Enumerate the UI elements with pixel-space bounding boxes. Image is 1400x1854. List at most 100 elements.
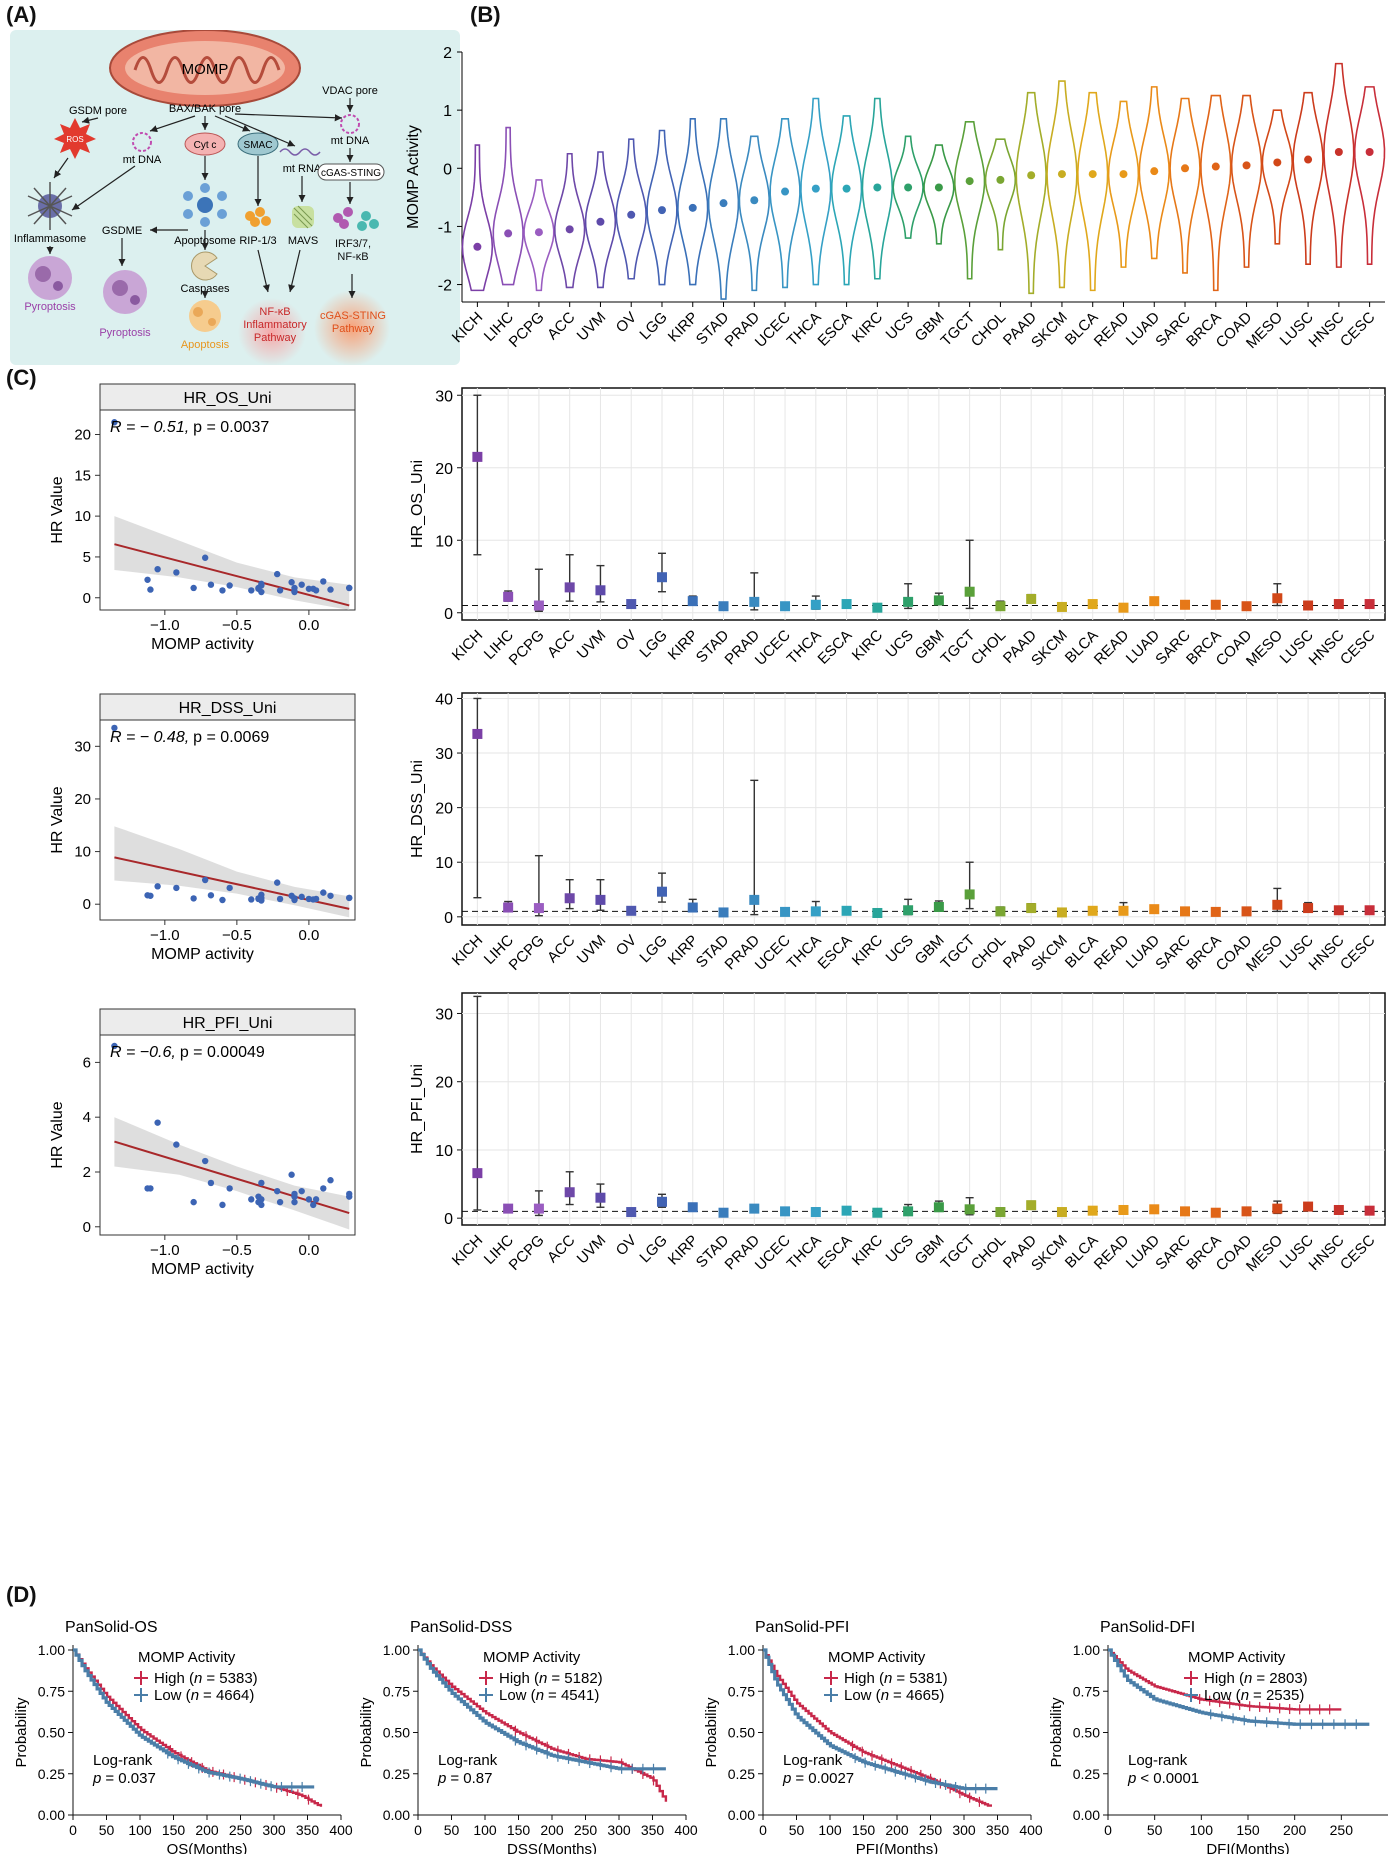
hr-marker	[626, 1207, 637, 1218]
violin-median-point	[1365, 148, 1374, 156]
violin-shape	[461, 144, 494, 292]
scatter-point	[274, 570, 281, 578]
y-tick-label: 0.75	[728, 1683, 755, 1699]
plot-frame	[461, 992, 1386, 1226]
x-tick-label: 250	[1330, 1822, 1354, 1838]
hr-marker	[1364, 599, 1375, 610]
hr-marker	[1333, 905, 1344, 916]
km-pfi: PanSolid-PFI 0.00 0.25 0.50 0.75 1.00 0 50 100 15…	[703, 1619, 1043, 1854]
violin-median-point	[1242, 161, 1251, 170]
violin-shape	[830, 115, 863, 286]
mtdna-left-icon	[132, 132, 152, 152]
km-title: PanSolid-OS	[65, 1619, 158, 1636]
scatter-point	[173, 884, 180, 892]
hr-marker	[841, 1205, 852, 1216]
hr-marker	[503, 902, 514, 913]
x-tick-label: THCA	[784, 1232, 825, 1273]
x-tick-label: 50	[99, 1822, 115, 1838]
hr-marker	[718, 1207, 729, 1218]
x-tick-label: ACC	[544, 627, 579, 662]
hr-marker	[1026, 903, 1037, 914]
correlation-annotation: R = − 0.51, p = 0.0037	[110, 419, 269, 436]
violin-shape	[800, 97, 832, 286]
scatter-point	[288, 579, 295, 586]
violin-shape	[707, 118, 740, 300]
hr-marker	[1026, 1200, 1037, 1211]
x-tick-label: PCPG	[506, 309, 548, 351]
hr-marker	[1272, 593, 1283, 604]
y-axis-label: Probability	[358, 1697, 375, 1768]
y-tick-label: 20	[435, 801, 453, 818]
scatter-point	[274, 879, 281, 886]
x-tick-label: KIRC	[849, 627, 886, 664]
violin-median-point	[473, 242, 482, 251]
violin-shape	[769, 118, 801, 289]
legend-high-label: High (	[154, 1670, 194, 1687]
legend-high-n: = 5182)	[551, 1670, 602, 1687]
km-title: PanSolid-PFI	[755, 1619, 849, 1636]
x-tick-label: 400	[674, 1822, 698, 1838]
y-axis-label: HR_DSS_Uni	[409, 760, 426, 858]
mtrna-icon	[279, 148, 321, 156]
hr-marker	[749, 1203, 760, 1214]
hr-marker	[503, 591, 514, 602]
violin-median-point	[565, 225, 574, 234]
cgas-box	[317, 163, 385, 181]
mechanism-diagram: MOMP BAX/BAK pore VDAC pore GSDM pore RO…	[10, 30, 460, 365]
x-tick-label: 350	[296, 1822, 320, 1838]
legend-title: MOMP Activity	[1188, 1649, 1286, 1666]
mtdna-right-label: mt DNA	[331, 135, 370, 147]
hr-marker	[810, 906, 821, 917]
hr-marker	[1241, 1206, 1252, 1217]
x-tick-label: −0.5	[222, 1242, 252, 1259]
x-tick-label: ESCA	[814, 627, 855, 668]
scatter-point	[346, 1193, 353, 1200]
facet-strip	[99, 693, 356, 721]
x-tick-label: UCEC	[752, 627, 794, 669]
x-tick-label: −0.5	[222, 927, 252, 944]
hr-marker	[964, 1204, 975, 1215]
x-tick-label: 200	[1283, 1822, 1307, 1838]
x-tick-label: 250	[574, 1822, 598, 1838]
scatter-os: HR_OS_Uni R = − 0.51, p = 0.0037 −1.0 −0.5 0.…	[49, 383, 356, 653]
y-tick-label: 20	[435, 461, 453, 478]
x-tick-label: 350	[986, 1822, 1010, 1838]
scatter-point	[219, 1201, 226, 1209]
p-label: p = 0.00049	[180, 1044, 265, 1061]
hr-marker	[472, 728, 483, 739]
legend-low-label: Low (	[154, 1687, 191, 1704]
hr-marker	[656, 1196, 667, 1207]
x-tick-label: ESCA	[814, 932, 855, 973]
scatter-point	[312, 1196, 320, 1203]
pyroptosis-cell-icon-2	[103, 270, 147, 314]
y-tick-label: 0	[83, 896, 91, 913]
scatter-point	[111, 419, 118, 426]
violin-median-point	[627, 210, 636, 219]
hr-marker	[1303, 1201, 1314, 1212]
p-label: p = 0.0069	[193, 729, 269, 746]
x-tick-label: −1.0	[150, 1242, 180, 1259]
hr-marker	[995, 601, 1006, 612]
violin-median-point	[873, 183, 882, 192]
violin-median-point	[657, 206, 666, 215]
violin-median-point	[842, 184, 851, 193]
ros-label: ROS	[66, 135, 83, 144]
x-tick-label: ACC	[544, 309, 579, 344]
y-tick-label: 1	[443, 103, 452, 120]
hr-marker	[841, 905, 852, 916]
hr-marker	[903, 1206, 914, 1217]
violin-shape	[1230, 94, 1263, 268]
y-tick-label: 30	[435, 388, 453, 405]
hr-marker	[1026, 593, 1037, 604]
r-label: R = − 0.48,	[110, 729, 189, 746]
x-tick-label: LGG	[636, 1232, 670, 1266]
scatter-point	[291, 895, 298, 902]
y-tick-label: 1.00	[383, 1642, 410, 1658]
y-tick-label: 4	[83, 1109, 91, 1126]
x-tick-label: 200	[885, 1822, 909, 1838]
y-tick-label: 0.50	[1073, 1725, 1100, 1741]
hr-marker	[995, 906, 1006, 917]
violin-shape	[584, 151, 617, 289]
legend-low-label: Low (	[499, 1687, 536, 1704]
